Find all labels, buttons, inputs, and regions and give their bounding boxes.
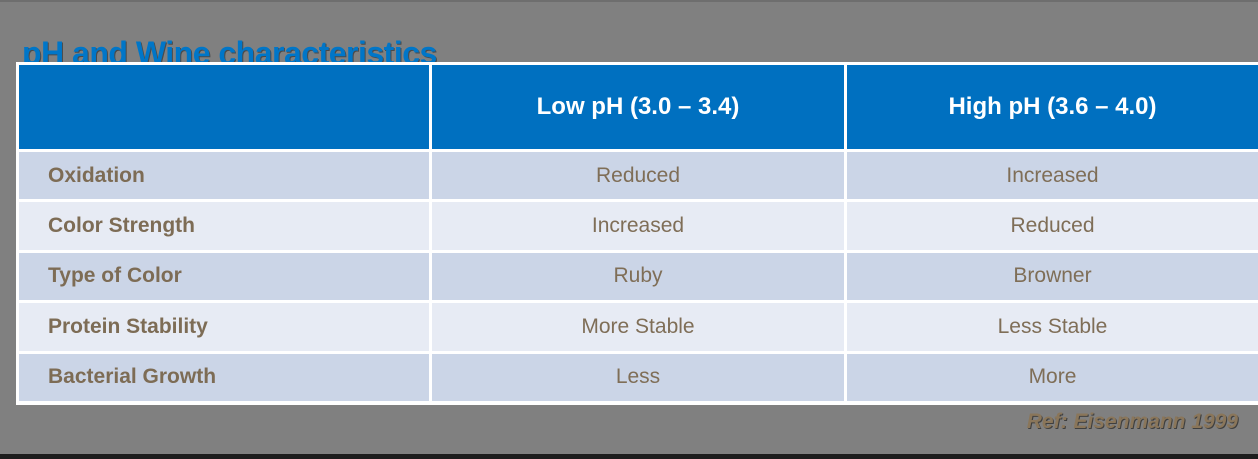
bottom-edge-bar [0, 454, 1258, 459]
row-label-bacterial-growth: Bacterial Growth [19, 353, 429, 401]
row-label-protein-stability: Protein Stability [19, 303, 429, 351]
top-edge-line [0, 0, 1258, 2]
header-cell-empty [19, 65, 429, 149]
cell-type-of-color-high: Browner [847, 252, 1258, 301]
row-label-type-of-color: Type of Color [19, 252, 429, 301]
cell-oxidation-high: Increased [847, 152, 1258, 200]
cell-color-strength-low: Increased [432, 202, 844, 250]
reference-citation: Ref: Eisenmann 1999 [1026, 410, 1238, 433]
cell-oxidation-low: Reduced [432, 152, 844, 200]
header-cell-low-ph: Low pH (3.0 – 3.4) [432, 65, 844, 149]
cell-protein-stability-high: Less Stable [847, 303, 1258, 351]
table-grid: Low pH (3.0 – 3.4) High pH (3.6 – 4.0) O… [19, 65, 1258, 401]
cell-type-of-color-low: Ruby [432, 252, 844, 301]
row-label-oxidation: Oxidation [19, 152, 429, 200]
cell-protein-stability-low: More Stable [432, 303, 844, 351]
row-label-color-strength: Color Strength [19, 202, 429, 250]
cell-bacterial-growth-low: Less [432, 353, 844, 401]
cell-color-strength-high: Reduced [847, 202, 1258, 250]
cell-bacterial-growth-high: More [847, 353, 1258, 401]
ph-wine-table: Low pH (3.0 – 3.4) High pH (3.6 – 4.0) O… [16, 62, 1258, 405]
header-cell-high-ph: High pH (3.6 – 4.0) [847, 65, 1258, 149]
